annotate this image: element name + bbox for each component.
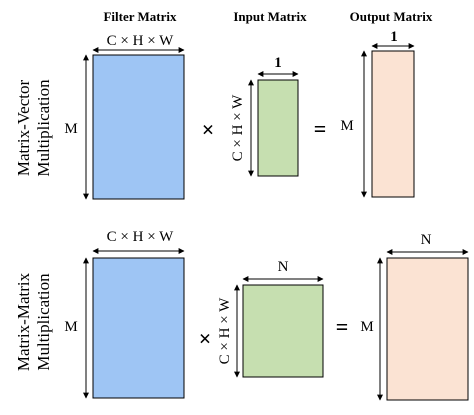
- filter-matrix-header: Filter Matrix: [103, 9, 177, 24]
- row2-equals-sign: =: [336, 314, 349, 339]
- row2-label-line1: Matrix-Matrix: [14, 272, 33, 371]
- row2-input-width-label: N: [278, 259, 289, 275]
- row2-output-width-label: N: [421, 232, 432, 248]
- row1-label-line1: Matrix-Vector: [14, 80, 33, 177]
- row1-label-line2: Multiplication: [34, 79, 53, 177]
- input-matrix-header: Input Matrix: [233, 9, 307, 24]
- row1-output-width-label: 1: [390, 29, 398, 45]
- row1-equals-sign: =: [314, 116, 327, 141]
- row1-input-matrix: [257, 79, 299, 177]
- row2-label-line2: Multiplication: [34, 273, 53, 371]
- row1-output-matrix: [371, 50, 415, 198]
- row2-times-sign: ×: [199, 326, 212, 351]
- row1-filter-width-label: C × H × W: [107, 33, 174, 49]
- row2-filter-height-label: M: [64, 319, 77, 335]
- row1-filter-height-label: M: [64, 121, 77, 137]
- row-matrix-vector: Matrix-Vector Multiplication C × H × W M…: [14, 29, 415, 200]
- row1-input-height-label: C × H × W: [230, 94, 246, 161]
- row2-input-height-label: C × H × W: [217, 297, 233, 364]
- row2-side-label: Matrix-Matrix Multiplication: [14, 272, 53, 371]
- output-matrix-header: Output Matrix: [350, 9, 433, 24]
- row1-side-label: Matrix-Vector Multiplication: [14, 79, 53, 177]
- row1-times-sign: ×: [202, 117, 215, 142]
- row2-filter-width-label: C × H × W: [107, 229, 174, 245]
- row2-filter-matrix: [92, 257, 185, 399]
- row1-input-width-label: 1: [274, 55, 282, 71]
- row2-input-matrix: [242, 284, 324, 378]
- row1-output-height-label: M: [340, 118, 353, 134]
- row2-output-matrix: [386, 257, 469, 401]
- row1-filter-matrix: [92, 54, 185, 200]
- row-matrix-matrix: Matrix-Matrix Multiplication C × H × W M…: [14, 229, 469, 401]
- row2-output-height-label: M: [360, 319, 373, 335]
